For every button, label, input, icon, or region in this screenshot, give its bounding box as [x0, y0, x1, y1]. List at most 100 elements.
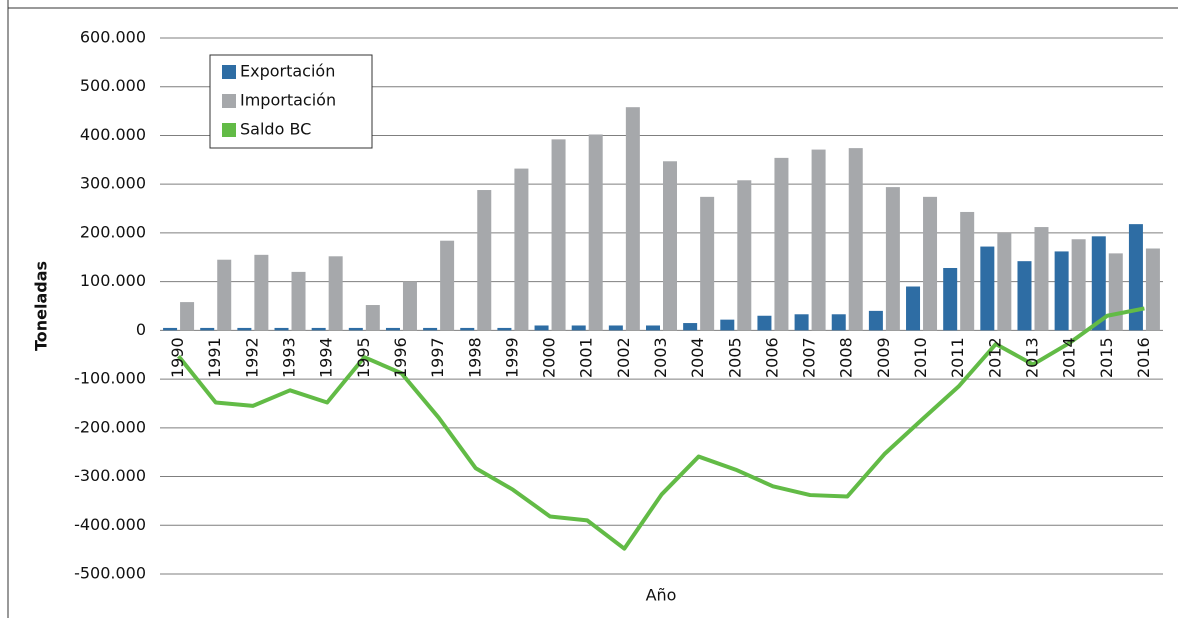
x-tick-label: 1995: [354, 337, 373, 378]
legend-swatch: [222, 65, 236, 79]
x-tick-label: 2016: [1134, 337, 1153, 378]
bar: [534, 325, 549, 331]
y-tick-label: -500.000: [74, 564, 146, 583]
x-tick-label: 2007: [800, 337, 819, 378]
x-tick-label: 2013: [1022, 337, 1041, 378]
y-tick-label: 500.000: [80, 76, 146, 95]
x-tick-label: 2000: [540, 337, 559, 378]
bar: [608, 325, 623, 331]
bar: [794, 314, 809, 331]
bar: [683, 323, 698, 331]
x-tick-label: 2004: [688, 337, 707, 378]
bar: [1071, 239, 1086, 331]
bar: [997, 232, 1012, 331]
x-axis-title: Año: [646, 586, 677, 605]
bar: [1017, 261, 1032, 331]
x-tick-label: 2006: [762, 337, 781, 378]
bar: [1108, 253, 1123, 331]
legend-box: [209, 54, 373, 149]
legend-swatch: [222, 94, 236, 108]
bar: [254, 254, 269, 331]
bar: [163, 327, 178, 331]
x-tick-label: 1991: [205, 337, 224, 378]
bar: [700, 196, 715, 331]
legend-label: Importación: [240, 91, 336, 110]
bar: [311, 327, 326, 331]
y-tick-label: -400.000: [74, 515, 146, 534]
y-tick-label: 200.000: [80, 222, 146, 241]
x-tick-label: 2002: [614, 337, 633, 378]
bar: [906, 286, 921, 331]
bar: [811, 149, 826, 331]
bar: [646, 325, 660, 331]
x-tick-label: 2014: [1060, 337, 1079, 378]
x-tick-label: 1999: [502, 337, 521, 378]
x-tick-label: 1996: [391, 337, 410, 378]
bar: [571, 325, 586, 331]
y-tick-label: 600.000: [80, 28, 146, 47]
y-tick-label: 400.000: [80, 125, 146, 144]
bar: [348, 327, 363, 331]
bar: [551, 139, 566, 331]
bar: [885, 187, 900, 331]
bar: [497, 327, 512, 331]
bar: [440, 240, 455, 331]
bar: [1145, 248, 1160, 331]
bar: [774, 157, 789, 331]
bar: [923, 196, 938, 331]
legend-label: Exportación: [240, 62, 335, 81]
x-tick-label: 2005: [725, 337, 744, 378]
x-tick-label: 2008: [837, 337, 856, 378]
x-tick-label: 1998: [465, 337, 484, 378]
bar: [291, 271, 306, 331]
x-tick-label: 2010: [911, 337, 930, 378]
bar: [365, 305, 380, 331]
line-series: [177, 306, 1145, 551]
bar: [737, 180, 752, 331]
bar: [514, 168, 529, 331]
bar: [868, 310, 883, 331]
bar: [274, 327, 289, 331]
x-tick-label: 1990: [168, 337, 187, 378]
bar: [385, 327, 400, 331]
bar: [237, 327, 252, 331]
bar: [943, 267, 958, 331]
bar: [200, 327, 215, 331]
bar: [720, 319, 735, 331]
bar: [423, 327, 438, 331]
x-tick-label: 1994: [317, 337, 336, 378]
bar: [180, 302, 195, 331]
bar: [402, 281, 417, 331]
x-tick-label: 1993: [280, 337, 299, 378]
x-tick-label: 2001: [577, 337, 596, 378]
bar: [757, 315, 772, 331]
bar: [831, 314, 846, 331]
bar: [1054, 251, 1069, 331]
bar: [848, 148, 863, 331]
bar: [588, 134, 603, 331]
bar: [625, 107, 640, 331]
legend-label: Saldo BC: [240, 120, 311, 139]
bar: [1091, 236, 1106, 331]
bar: [460, 327, 475, 331]
x-tick-label: 2012: [985, 337, 1004, 378]
x-tick-label: 2015: [1097, 337, 1116, 378]
legend-swatch: [222, 123, 236, 137]
x-tick-label: 1997: [428, 337, 447, 378]
bar: [1034, 227, 1049, 331]
y-tick-label: 300.000: [80, 174, 146, 193]
y-tick-label: 100.000: [80, 271, 146, 290]
bar: [663, 161, 677, 331]
y-axis-title: Toneladas: [32, 261, 51, 351]
bar: [477, 190, 492, 331]
bar: [960, 211, 975, 331]
bar: [980, 246, 995, 331]
y-tick-label: 0: [136, 320, 146, 339]
y-tick-label: -100.000: [74, 369, 146, 388]
x-tick-label: 2011: [948, 337, 967, 378]
x-tick-label: 2003: [651, 337, 670, 378]
bar: [328, 256, 343, 331]
bar: [217, 259, 232, 331]
